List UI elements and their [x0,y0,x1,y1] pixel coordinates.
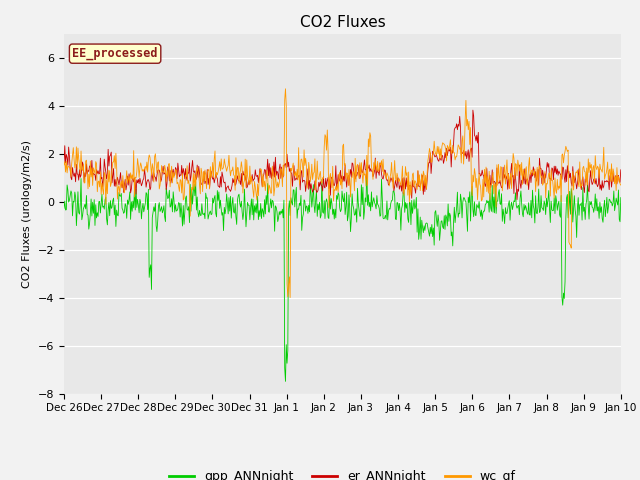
Line: wc_gf: wc_gf [64,89,621,298]
Y-axis label: CO2 Fluxes (urology/m2/s): CO2 Fluxes (urology/m2/s) [22,140,32,288]
er_ANNnight [469,107,477,113]
gpp_ANNnight [214,188,221,193]
wc_gf [214,172,221,178]
wc_gf [127,176,135,181]
gpp_ANNnight [428,222,436,228]
er_ANNnight [184,170,192,176]
er_ANNnight [214,176,221,181]
Line: gpp_ANNnight: gpp_ANNnight [64,165,621,382]
wc_gf [412,179,419,185]
gpp_ANNnight [70,199,78,205]
gpp_ANNnight [363,162,371,168]
er_ANNnight [617,167,625,173]
er_ANNnight [70,174,78,180]
er_ANNnight [426,150,434,156]
gpp_ANNnight [184,207,192,213]
wc_gf [428,159,436,165]
er_ANNnight [127,186,135,192]
wc_gf [184,180,192,186]
er_ANNnight [410,183,418,189]
wc_gf [286,295,294,300]
gpp_ANNnight [127,199,135,204]
gpp_ANNnight [412,204,419,209]
wc_gf [70,156,78,162]
er_ANNnight [60,160,68,166]
gpp_ANNnight [60,205,68,211]
Legend: gpp_ANNnight, er_ANNnight, wc_gf: gpp_ANNnight, er_ANNnight, wc_gf [164,465,520,480]
gpp_ANNnight [617,195,625,201]
gpp_ANNnight [282,379,289,384]
Title: CO2 Fluxes: CO2 Fluxes [300,15,385,30]
er_ANNnight [513,197,521,203]
Line: er_ANNnight: er_ANNnight [64,110,621,200]
wc_gf [282,86,289,92]
wc_gf [617,182,625,188]
wc_gf [60,162,68,168]
Text: EE_processed: EE_processed [72,47,158,60]
